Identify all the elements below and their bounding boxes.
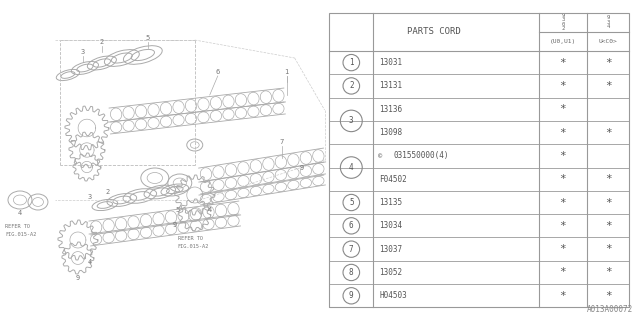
Text: 3: 3 (81, 49, 85, 55)
Text: 13131: 13131 (380, 81, 403, 91)
Text: 3: 3 (349, 116, 354, 125)
Text: 4: 4 (349, 163, 354, 172)
Text: 13031: 13031 (380, 58, 403, 67)
Text: 13136: 13136 (380, 105, 403, 114)
Text: *: * (559, 151, 566, 161)
Text: ©: © (378, 153, 382, 159)
Text: *: * (605, 197, 612, 207)
Text: *: * (559, 197, 566, 207)
Text: 4: 4 (18, 210, 22, 216)
Text: *: * (559, 128, 566, 138)
Text: *: * (559, 81, 566, 91)
Text: 9: 9 (300, 165, 304, 171)
Text: 1: 1 (349, 58, 354, 67)
Text: 9
3
0
2: 9 3 0 2 (561, 13, 564, 31)
Text: 13098: 13098 (380, 128, 403, 137)
Text: FIG.015-A2: FIG.015-A2 (5, 232, 36, 237)
Text: 2: 2 (106, 189, 110, 195)
Text: *: * (605, 58, 612, 68)
Text: 1: 1 (285, 69, 289, 75)
Text: 7: 7 (349, 245, 354, 254)
Text: 9: 9 (349, 291, 354, 300)
Text: 13135: 13135 (380, 198, 403, 207)
Text: *: * (559, 244, 566, 254)
Text: 9: 9 (173, 222, 177, 228)
Text: *: * (605, 81, 612, 91)
Text: 9: 9 (76, 275, 80, 281)
Text: *: * (605, 174, 612, 184)
Text: *: * (605, 221, 612, 231)
Text: *: * (559, 174, 566, 184)
Text: 4: 4 (88, 259, 92, 265)
Text: *: * (559, 268, 566, 277)
Text: H04503: H04503 (380, 291, 407, 300)
Text: 5: 5 (146, 35, 150, 41)
Text: *: * (605, 128, 612, 138)
Text: 2: 2 (349, 81, 354, 91)
Text: *: * (559, 291, 566, 301)
Text: 6: 6 (216, 69, 220, 75)
Text: 13034: 13034 (380, 221, 403, 230)
Text: 5: 5 (175, 207, 180, 213)
Text: 6: 6 (349, 221, 354, 230)
Text: 4: 4 (207, 207, 212, 213)
Text: 5: 5 (349, 198, 354, 207)
Text: 9
3
4: 9 3 4 (607, 15, 610, 29)
Text: *: * (559, 104, 566, 114)
Text: *: * (605, 244, 612, 254)
Text: A013A00072: A013A00072 (588, 305, 634, 314)
Text: *: * (559, 58, 566, 68)
Text: PARTS CORD: PARTS CORD (407, 27, 461, 36)
Text: *: * (605, 291, 612, 301)
Text: 2: 2 (100, 39, 104, 45)
Text: REFER TO: REFER TO (178, 236, 203, 241)
Text: 13037: 13037 (380, 245, 403, 254)
Text: U<C0>: U<C0> (599, 39, 618, 44)
Text: 3: 3 (88, 194, 92, 200)
Text: REFER TO: REFER TO (5, 224, 30, 229)
Text: *: * (559, 221, 566, 231)
Text: *: * (605, 268, 612, 277)
Text: FIG.015-A2: FIG.015-A2 (178, 244, 209, 249)
Text: (U0,U1): (U0,U1) (550, 39, 576, 44)
Text: F04502: F04502 (380, 175, 407, 184)
Text: 031550000(4): 031550000(4) (394, 151, 449, 160)
Text: 7: 7 (280, 139, 284, 145)
Text: 8: 8 (349, 268, 354, 277)
Text: 13052: 13052 (380, 268, 403, 277)
